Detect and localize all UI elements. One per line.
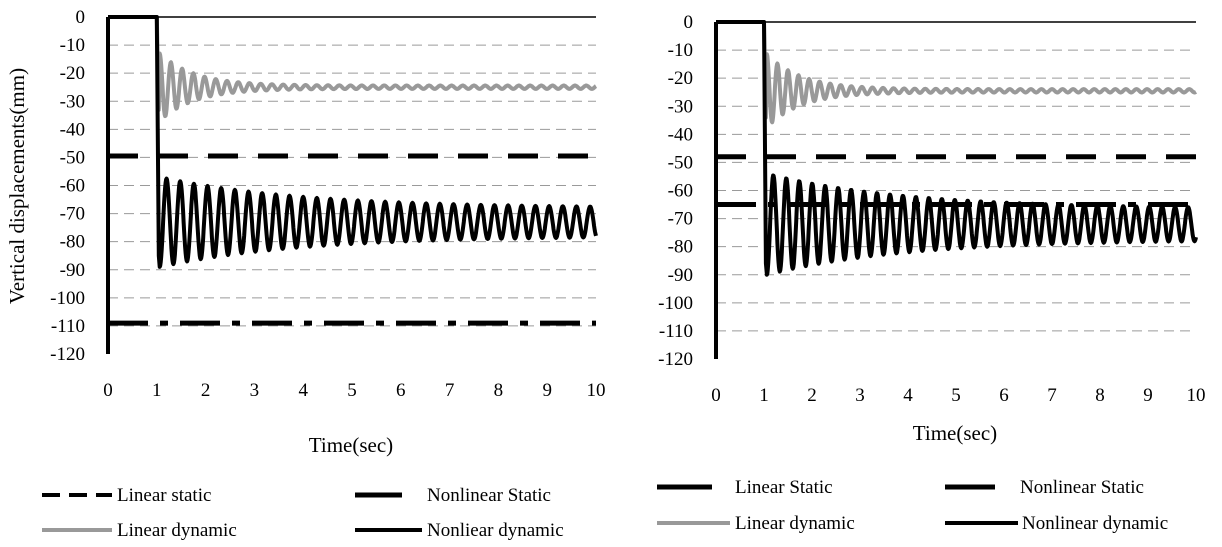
series-nonlear-dynamic-line — [108, 15, 598, 269]
x-tick-label: 0 — [711, 385, 721, 406]
legend-label-nonlinear-dynamic: Nonlinear dynamic — [1022, 513, 1168, 534]
x-tick-label: 8 — [494, 380, 504, 401]
legend-label-linear-static: Linear static — [117, 485, 211, 506]
y-tick-label: -10 — [668, 40, 693, 61]
x-tick-label: 6 — [396, 380, 406, 401]
y-tick-label: -10 — [60, 35, 85, 56]
y-tick-label: -60 — [60, 176, 85, 197]
series-linear-dynamic-line — [108, 15, 598, 119]
y-tick-label: -30 — [668, 96, 693, 117]
y-tick-label: -80 — [668, 237, 693, 258]
series-nonlinear-dynamic-line — [716, 20, 1198, 277]
y-tick-label: -20 — [668, 68, 693, 89]
legend-label-linear-static: Linear Static — [735, 477, 833, 498]
y-tick-label: -100 — [658, 293, 693, 314]
x-tick-label: 10 — [1187, 385, 1206, 406]
y-tick-label: -100 — [50, 288, 85, 309]
chart-right: 0 -10 -20 -30 -40 -50 -60 -70 -80 -90 -100 -110 -120… — [657, 12, 1206, 534]
left-y-axis-title: Vertical displacements(mm) — [5, 68, 29, 304]
y-tick-label: -50 — [60, 147, 85, 168]
y-tick-label: -40 — [60, 119, 85, 140]
y-tick-label: -50 — [668, 152, 693, 173]
y-tick-label: -80 — [60, 232, 85, 253]
left-legend: Linear static Nonlinear Static Linear dy… — [42, 485, 564, 541]
x-tick-label: 4 — [298, 380, 308, 401]
left-series-lines — [108, 15, 598, 326]
legend-label-nonlinear-static: Nonlinear Static — [427, 485, 551, 506]
x-tick-label: 3 — [855, 385, 865, 406]
x-tick-label: 3 — [250, 380, 260, 401]
right-axes — [714, 21, 1196, 359]
chart-left: 0 -10 -20 -30 -40 -50 -60 -70 -80 -90 -100 -110 -120… — [5, 7, 606, 541]
right-x-axis-title: Time(sec) — [913, 421, 997, 445]
y-tick-label: 0 — [684, 12, 694, 33]
y-tick-label: -70 — [60, 204, 85, 225]
x-tick-label: 2 — [807, 385, 817, 406]
y-tick-label: -110 — [51, 316, 85, 337]
x-tick-label: 1 — [152, 380, 162, 401]
x-tick-label: 9 — [1143, 385, 1153, 406]
right-legend: Linear Static Nonlinear Static Linear dy… — [657, 477, 1168, 534]
y-tick-label: -20 — [60, 63, 85, 84]
x-tick-label: 9 — [542, 380, 552, 401]
legend-label-linear-dynamic: Linear dynamic — [735, 513, 855, 534]
y-tick-label: -110 — [659, 321, 693, 342]
x-tick-label: 6 — [999, 385, 1009, 406]
x-tick-label: 7 — [1047, 385, 1057, 406]
left-tick-labels: 0 -10 -20 -30 -40 -50 -60 -70 -80 -90 -100 -110 -120… — [50, 7, 605, 401]
left-axes — [106, 16, 596, 354]
legend-label-nonlinear-dynamic: Nonliear dynamic — [427, 520, 564, 541]
x-tick-label: 2 — [201, 380, 211, 401]
y-tick-label: -40 — [668, 124, 693, 145]
x-tick-label: 0 — [103, 380, 113, 401]
legend-label-linear-dynamic: Linear dynamic — [117, 520, 237, 541]
right-tick-labels: 0 -10 -20 -30 -40 -50 -60 -70 -80 -90 -100 -110 -120… — [658, 12, 1205, 406]
y-tick-label: 0 — [76, 7, 86, 28]
y-tick-label: -120 — [658, 349, 693, 370]
x-tick-label: 4 — [903, 385, 913, 406]
y-tick-label: -90 — [668, 265, 693, 286]
x-tick-label: 10 — [587, 380, 606, 401]
y-tick-label: -120 — [50, 344, 85, 365]
y-tick-label: -90 — [60, 260, 85, 281]
legend-label-nonlinear-static: Nonlinear Static — [1020, 477, 1144, 498]
y-tick-label: -30 — [60, 91, 85, 112]
series-linear-dynamic-line — [716, 20, 1198, 125]
y-tick-label: -70 — [668, 209, 693, 230]
x-tick-label: 1 — [759, 385, 769, 406]
right-series-lines — [716, 20, 1198, 277]
left-x-axis-title: Time(sec) — [309, 433, 393, 457]
x-tick-label: 5 — [951, 385, 961, 406]
x-tick-label: 8 — [1095, 385, 1105, 406]
x-tick-label: 5 — [347, 380, 357, 401]
x-tick-label: 7 — [445, 380, 455, 401]
y-tick-label: -60 — [668, 181, 693, 202]
